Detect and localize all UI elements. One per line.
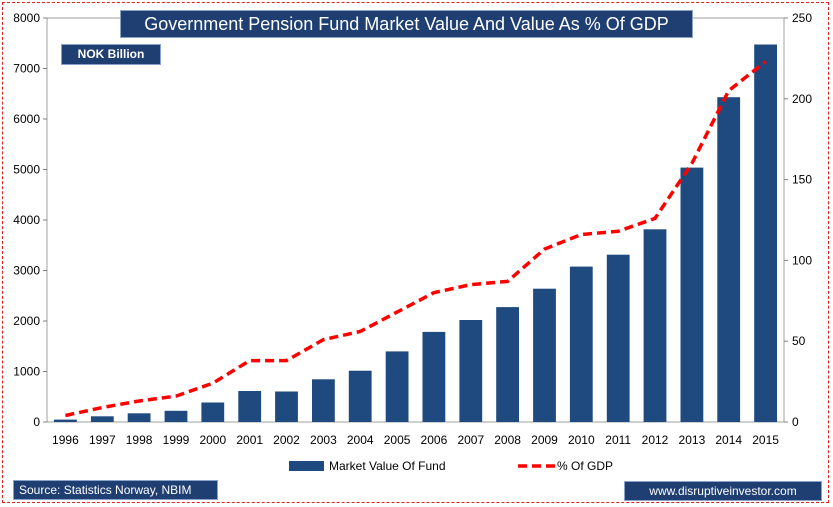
bar-2012 [643,229,667,422]
y-right-tick-label: 150 [792,173,812,187]
x-tick-label: 2007 [457,433,484,447]
x-tick-label: 1996 [52,433,79,447]
bar-2001 [238,391,262,422]
y-right-tick-label: 200 [792,92,812,106]
x-tick-label: 2006 [421,433,448,447]
y-left-tick-label: 6000 [13,112,40,126]
bar-2006 [422,331,446,422]
bar-2000 [201,402,225,422]
x-tick-label: 2014 [715,433,742,447]
y-right-tick-label: 0 [792,415,799,429]
y-right-tick-label: 250 [792,11,812,25]
bar-1999 [164,410,188,422]
x-tick-label: 2008 [494,433,521,447]
y-left-tick-label: 2000 [13,314,40,328]
x-tick-label: 2009 [531,433,558,447]
x-tick-label: 2000 [199,433,226,447]
x-tick-label: 2005 [384,433,411,447]
bar-2013 [680,167,704,422]
unit-label: NOK Billion [61,44,161,65]
y-left-tick-label: 5000 [13,163,40,177]
x-tick-label: 2003 [310,433,337,447]
bar-2008 [496,307,519,422]
bar-2011 [606,254,630,422]
website-link[interactable]: www.disruptiveinvestor.com [624,481,822,501]
x-tick-label: 1997 [89,433,116,447]
y-axis-left: 0 1000 2000 3000 4000 5000 6000 7000 8000 [13,11,47,429]
y-left-tick-label: 3000 [13,264,40,278]
y-left-tick-label: 4000 [13,213,40,227]
bar-1997 [90,416,114,422]
x-tick-label: 2002 [273,433,300,447]
x-tick-label: 2011 [605,433,631,447]
bar-1998 [127,413,151,422]
legend-label-line: % Of GDP [557,459,613,473]
x-axis: 1996 1997 1998 1999 2000 2001 2002 2003 2004 2005… [52,433,779,447]
y-right-tick-label: 50 [792,334,806,348]
legend-label-bar: Market Value Of Fund [329,459,446,473]
plot-area [46,17,785,423]
x-tick-label: 1999 [163,433,190,447]
x-tick-label: 2012 [642,433,669,447]
bar-2005 [385,351,409,422]
x-tick-label: 2001 [236,433,263,447]
y-left-tick-label: 1000 [13,365,40,379]
bar-2010 [569,266,593,422]
y-left-tick-label: 7000 [13,62,40,76]
line-series-gdp [65,60,767,418]
legend: Market Value Of Fund % Of GDP [289,459,613,473]
x-tick-label: 2004 [347,433,374,447]
source-label: Source: Statistics Norway, NBIM [13,480,218,500]
legend-swatch-bar [289,461,324,471]
bar-1996 [54,419,77,422]
y-right-tick-label: 100 [792,253,812,267]
bar-2007 [459,320,483,422]
bar-2014 [717,97,741,422]
x-tick-label: 2010 [568,433,595,447]
bar-2015 [754,44,777,422]
x-tick-label: 2015 [752,433,779,447]
y-left-tick-label: 8000 [13,11,40,25]
chart-title: Government Pension Fund Market Value And… [120,10,693,38]
x-tick-label: 1998 [126,433,153,447]
y-axis-right: 0 50 100 150 200 250 [784,11,812,429]
bar-2004 [348,370,372,422]
x-tick-label: 2013 [679,433,706,447]
bar-2003 [312,379,335,422]
bar-2009 [533,288,556,422]
bar-2002 [275,391,298,422]
y-left-tick-label: 0 [33,415,40,429]
bar-series [54,44,777,422]
